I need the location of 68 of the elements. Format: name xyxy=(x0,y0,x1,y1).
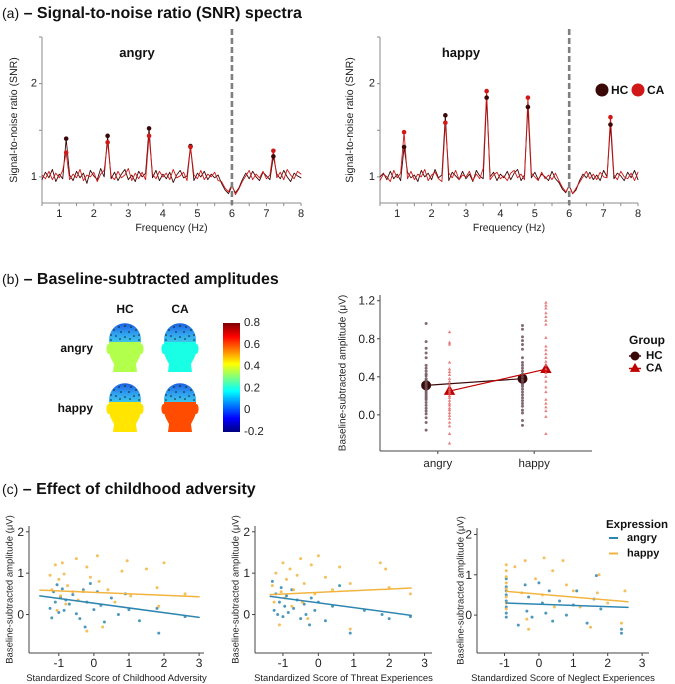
y-axis-title: Baseline-subtracted amplitude (μV) xyxy=(230,515,242,664)
y-axis-title: Signal-to-noise ratio (SNR) xyxy=(344,57,356,183)
y-tick-label: 2 xyxy=(465,527,472,542)
y-tick-label: 0 xyxy=(465,608,472,622)
legend-label: HC xyxy=(646,350,663,362)
x-tick-label: 7 xyxy=(600,208,607,220)
legend-label: CA xyxy=(646,362,663,374)
y-tick-label: 1 xyxy=(465,568,472,582)
y-tick-label: 2 xyxy=(243,524,250,539)
y-tick-label: 0 xyxy=(17,608,24,622)
y-tick-label: 0.8 xyxy=(358,332,376,346)
y-tick-label: 0.4 xyxy=(358,370,376,384)
legend-label: angry xyxy=(627,532,658,544)
color-bar-label: 0.6 xyxy=(244,338,260,351)
x-tick-label: 3 xyxy=(125,208,132,220)
x-tick-label: 3 xyxy=(196,656,203,670)
chart-title: (b) – Baseline-subtracted amplitudes xyxy=(2,271,279,288)
x-tick-label: 4 xyxy=(160,208,166,220)
x-tick-label: 0 xyxy=(536,656,543,670)
legend-label: CA xyxy=(647,83,665,97)
y-axis-title: Signal-to-noise ratio (SNR) xyxy=(8,57,20,183)
y-axis-title: Baseline-subtracted amplitude (μV) xyxy=(456,516,466,665)
x-tick-label: 4 xyxy=(497,208,504,220)
x-axis-title: Standardized Score of Threat Experiences xyxy=(254,673,434,684)
x-tick-label: 2 xyxy=(160,656,168,670)
y-tick-label: 2 xyxy=(17,524,24,539)
y-tick-label: 0 xyxy=(243,608,250,622)
x-tick-label: -1 xyxy=(499,656,510,670)
legend-title: Group xyxy=(629,333,665,347)
x-tick-label: 3 xyxy=(462,208,470,220)
y-axis-title: Baseline-subtracted amplitude (μV) xyxy=(338,294,348,452)
x-tick-label: 2 xyxy=(604,656,612,670)
x-tick-label: 6 xyxy=(228,208,235,220)
y-tick-label: 1 xyxy=(17,566,24,580)
y-tick-label: 1 xyxy=(368,170,375,183)
x-tick-label: 8 xyxy=(634,208,642,220)
x-tick-label: 8 xyxy=(298,208,304,220)
legend-title: Expression xyxy=(606,519,668,531)
y-tick-label: 0.0 xyxy=(358,408,376,422)
chart-title: (a) – Signal-to-noise ratio (SNR) spectra xyxy=(2,5,302,22)
x-tick-label: -1 xyxy=(278,656,289,670)
y-tick-label: 1 xyxy=(243,566,250,580)
x-tick-label: 6 xyxy=(566,208,572,220)
x-tick-label: 2 xyxy=(428,208,435,220)
x-axis-title: Frequency (Hz) xyxy=(135,222,208,234)
x-axis-title: Standardized Score of Childhood Adversity xyxy=(26,673,208,684)
x-tick-label: -1 xyxy=(53,656,64,670)
x-tick-label: 3 xyxy=(638,656,646,670)
legend-label: happy xyxy=(627,548,660,560)
color-bar-label: 0.2 xyxy=(244,382,260,394)
y-axis-title: Baseline-subtracted amplitude (μV) xyxy=(4,515,16,664)
x-tick-label: 1 xyxy=(126,656,133,670)
y-tick-label: 2 xyxy=(368,78,375,90)
x-tick-label: 2 xyxy=(386,656,393,670)
x-tick-label: 7 xyxy=(263,208,270,220)
x-tick-label: 1 xyxy=(394,208,400,220)
annotation: angry xyxy=(119,45,156,60)
x-tick-label: 0 xyxy=(315,656,322,670)
x-tick-label: 5 xyxy=(194,208,200,220)
chart-title: (c) – Effect of childhood adversity xyxy=(2,481,256,498)
x-axis-title: Standardized Score of Neglect Experiences xyxy=(471,673,656,684)
legend-label: HC xyxy=(611,83,629,97)
color-bar-label: -0.2 xyxy=(244,426,264,438)
y-tick-label: 1.2 xyxy=(358,294,376,308)
x-tick-label: 5 xyxy=(532,208,538,220)
x-tick-label: 1 xyxy=(570,656,577,670)
x-tick-label: 3 xyxy=(421,656,428,670)
x-axis-title: Frequency (Hz) xyxy=(472,222,546,234)
